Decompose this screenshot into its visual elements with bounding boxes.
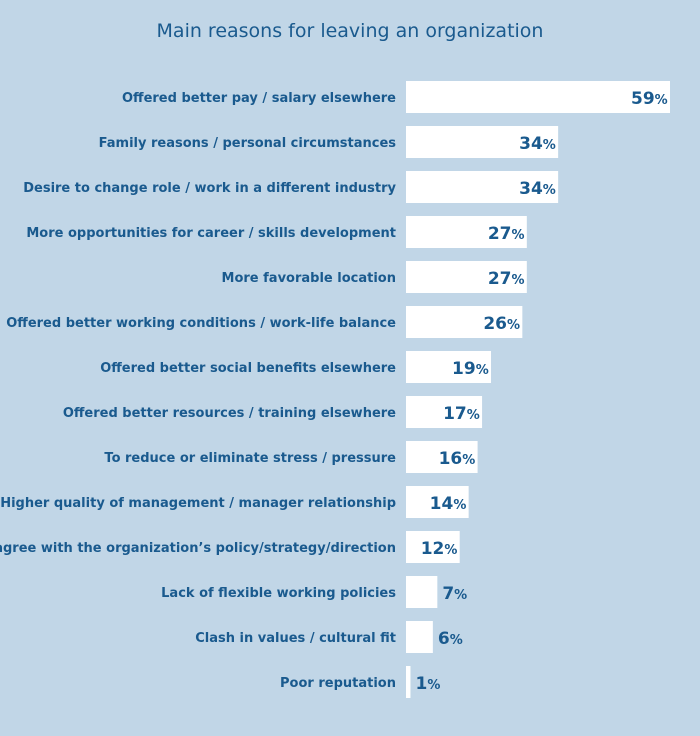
category-label: Lack of flexible working policies [161,586,396,601]
bar [406,531,460,563]
category-label: Offered better working conditions / work… [6,316,396,331]
category-label: Offered better pay / salary elsewhere [122,91,396,106]
value-label: 34% [519,179,556,199]
bar [406,621,433,653]
value-label: 7% [442,584,467,604]
bar [406,396,483,428]
bar [406,441,478,473]
value-label: 14% [430,494,467,514]
bar [406,216,527,248]
category-label: Clash in values / cultural fit [195,631,396,646]
category-label: Desire to change role / work in a differ… [23,181,396,196]
chart-title: Main reasons for leaving an organization [156,20,544,42]
category-label: Family reasons / personal circumstances [99,136,397,151]
bar [406,261,527,293]
value-label: 27% [488,224,525,244]
category-label: Higher quality of management / manager r… [0,496,396,511]
value-label: 6% [438,629,463,649]
bar [406,666,411,698]
value-label: 17% [443,404,480,424]
bar [406,486,469,518]
bar [406,351,492,383]
category-label: More favorable location [222,271,396,286]
bar [406,171,559,203]
value-label: 34% [519,134,556,154]
category-label: Poor reputation [280,676,396,691]
category-label: To reduce or eliminate stress / pressure [104,451,396,466]
value-label: 26% [483,314,520,334]
value-label: 1% [415,674,440,694]
bar [406,306,523,338]
category-label: Disagree with the organization’s policy/… [0,541,396,556]
value-label: 12% [421,539,458,559]
bar [406,81,670,113]
value-label: 16% [439,449,476,469]
category-label: Offered better social benefits elsewhere [100,361,396,376]
value-label: 27% [488,269,525,289]
category-label: More opportunities for career / skills d… [26,226,396,241]
bar [406,126,559,158]
bar [406,576,438,608]
category-label: Offered better resources / training else… [63,406,396,421]
value-label: 59% [631,89,668,109]
value-label: 19% [452,359,489,379]
